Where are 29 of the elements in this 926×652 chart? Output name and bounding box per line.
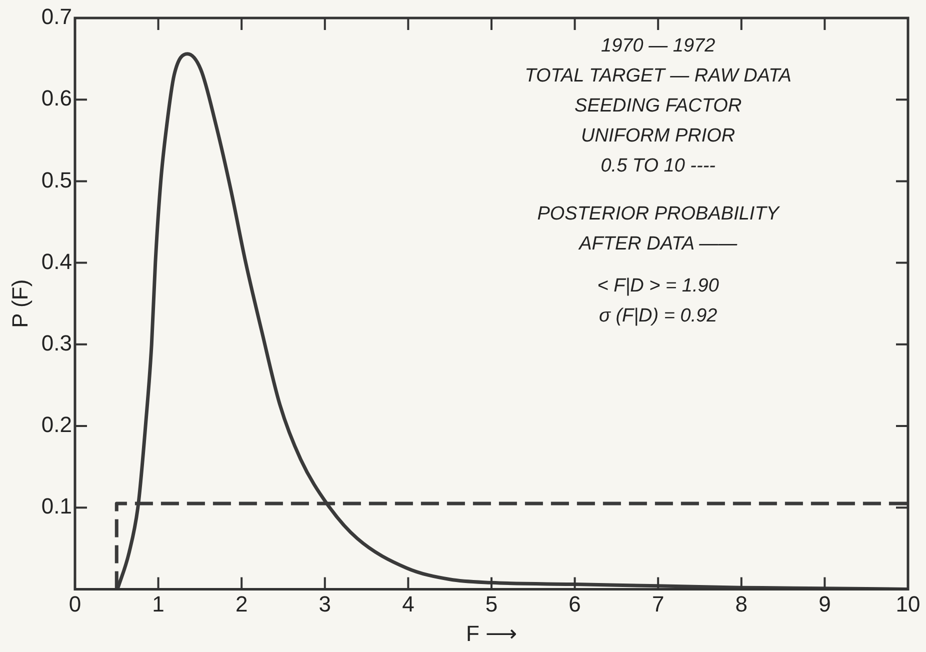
x-tick-label: 3 bbox=[318, 591, 332, 616]
annotation: POSTERIOR PROBABILITY bbox=[537, 203, 780, 224]
annotation: TOTAL TARGET — RAW DATA bbox=[524, 65, 792, 86]
y-axis-title: P (F) bbox=[7, 279, 32, 328]
annotation: UNIFORM PRIOR bbox=[581, 125, 736, 146]
x-tick-label: 2 bbox=[235, 591, 248, 616]
y-tick-label: 0.1 bbox=[41, 494, 72, 519]
x-tick-label: 6 bbox=[568, 591, 581, 616]
x-tick-label: 10 bbox=[896, 591, 920, 616]
annotation: AFTER DATA —— bbox=[578, 233, 738, 254]
annotation: 1970 — 1972 bbox=[601, 35, 716, 56]
x-axis-title: F ⟶ bbox=[466, 620, 518, 646]
y-tick-label: 0.7 bbox=[41, 4, 72, 30]
x-tick-label: 1 bbox=[152, 591, 164, 616]
annotation: SEEDING FACTOR bbox=[574, 95, 742, 116]
x-tick-label: 8 bbox=[735, 591, 748, 616]
y-tick-label: 0.3 bbox=[41, 330, 72, 356]
y-tick-label: 0.6 bbox=[41, 86, 72, 111]
x-tick-label: 7 bbox=[652, 591, 664, 616]
y-tick-label: 0.2 bbox=[41, 412, 72, 438]
x-tick-label: 5 bbox=[485, 591, 498, 616]
y-tick-label: 0.5 bbox=[41, 167, 72, 192]
x-tick-label: 0 bbox=[68, 591, 82, 616]
y-tick-label: 0.4 bbox=[41, 248, 72, 274]
annotation: < F|D > = 1.90 bbox=[597, 275, 720, 296]
annotation: 0.5 TO 10 ---- bbox=[600, 155, 716, 176]
x-tick-label: 9 bbox=[818, 591, 831, 616]
annotation: σ (F|D) = 0.92 bbox=[598, 305, 718, 326]
x-tick-label: 4 bbox=[402, 591, 414, 616]
